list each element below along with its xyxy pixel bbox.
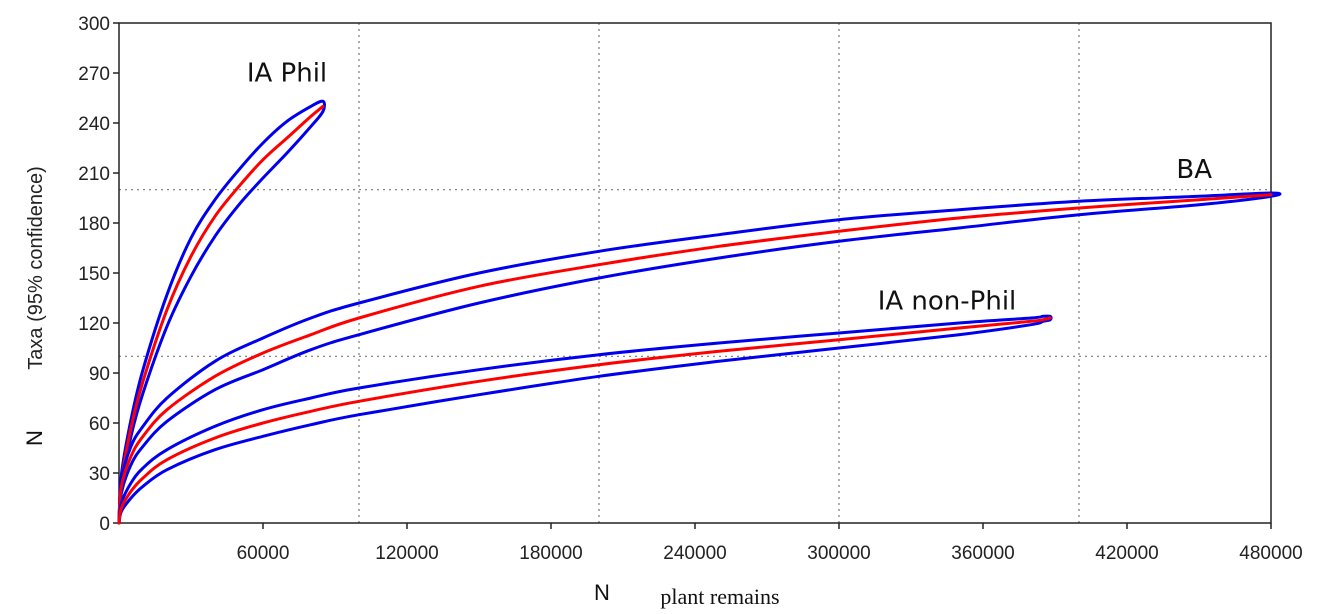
curve-annotations: IA Phil BA IA non-Phil bbox=[247, 58, 1212, 316]
x-tick-label: 420000 bbox=[1095, 543, 1158, 564]
plot-area bbox=[118, 22, 1272, 524]
confidence-envelope bbox=[117, 191, 1282, 525]
x-axis-title-prefix: N bbox=[594, 580, 610, 605]
expected-curve bbox=[117, 193, 1273, 525]
y-tick-label: 30 bbox=[89, 464, 110, 485]
x-tick-label: 60000 bbox=[237, 543, 290, 564]
y-tick-label: 60 bbox=[89, 414, 110, 435]
series-annotation: IA non-Phil bbox=[878, 287, 1017, 317]
series-ia-non-phil bbox=[117, 314, 1053, 525]
x-axis-ticks: 60000 120000 180000 240000 300000 360000 42000… bbox=[237, 523, 1303, 564]
series-annotation: IA Phil bbox=[247, 58, 327, 88]
x-tick-label: 300000 bbox=[807, 543, 870, 564]
y-axis-title-prefix: N bbox=[22, 430, 47, 446]
x-tick-label: 240000 bbox=[663, 543, 726, 564]
confidence-envelope bbox=[117, 314, 1053, 525]
reference-gridlines bbox=[119, 23, 1271, 523]
expected-curve bbox=[117, 316, 1052, 525]
y-tick-label: 240 bbox=[78, 114, 110, 135]
series-annotation: BA bbox=[1176, 155, 1212, 185]
x-tick-label: 120000 bbox=[375, 543, 438, 564]
y-tick-label: 0 bbox=[99, 514, 110, 535]
y-axis-title: Taxa (95% confidence) bbox=[25, 166, 47, 369]
x-tick-label: 360000 bbox=[951, 543, 1014, 564]
y-tick-label: 270 bbox=[78, 64, 110, 85]
y-axis-ticks: 0 30 60 90 120 150 180 210 240 270 300 bbox=[78, 14, 119, 535]
series-ia-phil bbox=[117, 99, 326, 525]
y-tick-label: 180 bbox=[78, 214, 110, 235]
confidence-envelope bbox=[117, 99, 326, 525]
x-axis-title: plant remains bbox=[660, 584, 779, 609]
expected-curve bbox=[117, 104, 325, 525]
x-tick-label: 180000 bbox=[519, 543, 582, 564]
x-tick-label: 480000 bbox=[1239, 543, 1302, 564]
y-tick-label: 300 bbox=[78, 14, 110, 35]
y-tick-label: 90 bbox=[89, 364, 110, 385]
y-tick-label: 120 bbox=[78, 314, 110, 335]
y-tick-label: 210 bbox=[78, 164, 110, 185]
series-ba bbox=[117, 191, 1282, 525]
series-curves bbox=[117, 99, 1282, 525]
y-tick-label: 150 bbox=[78, 264, 110, 285]
